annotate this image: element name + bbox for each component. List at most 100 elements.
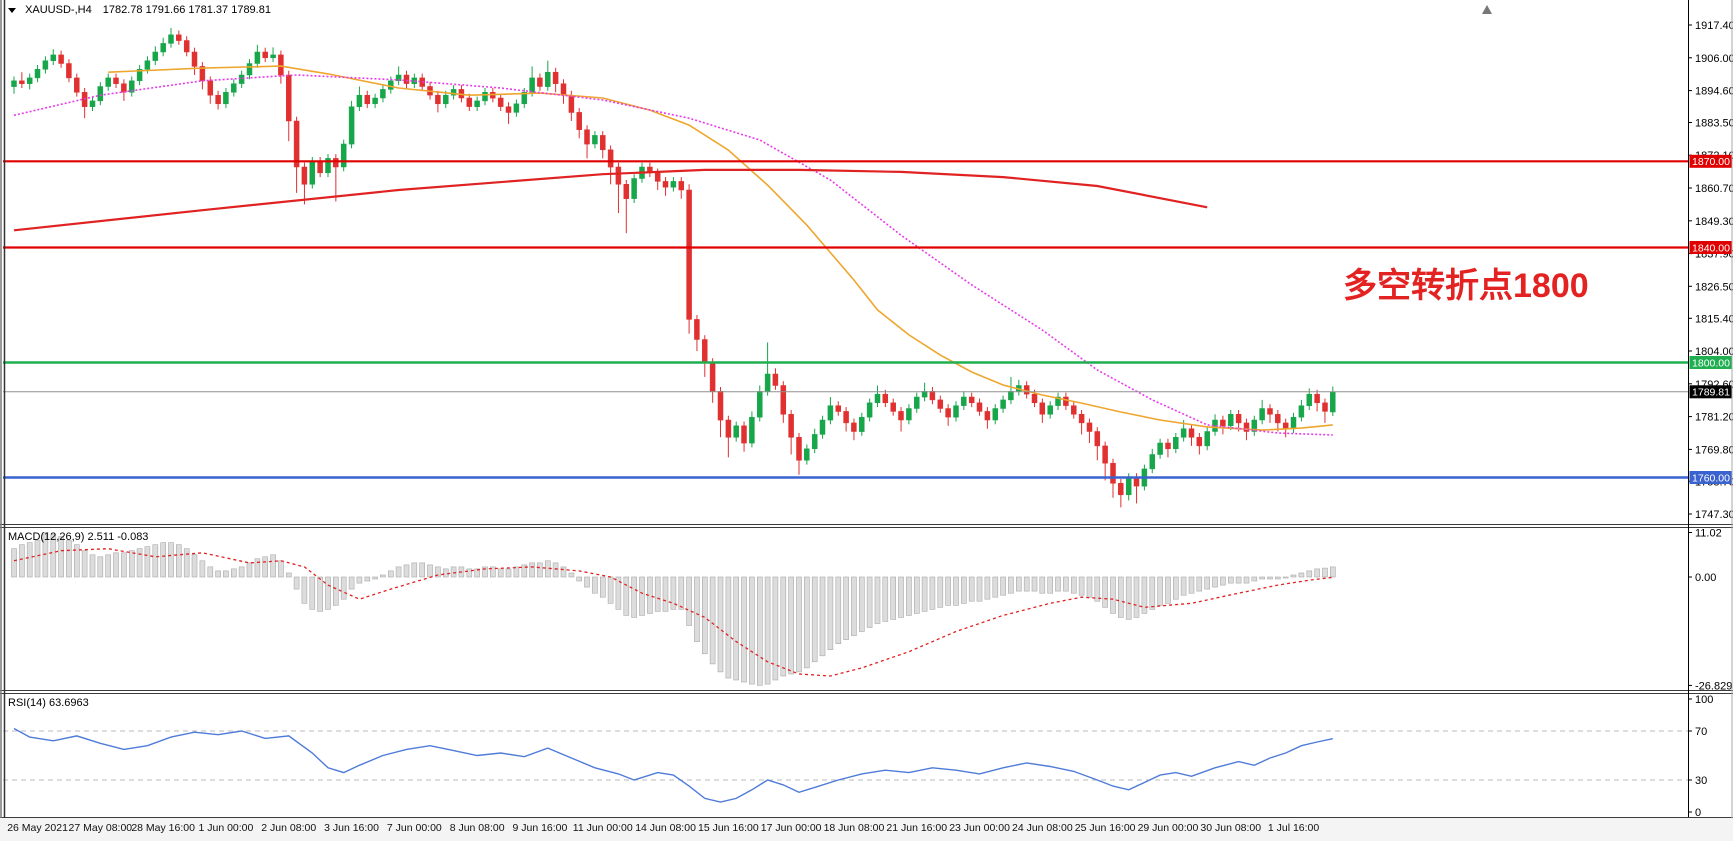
macd-bar	[199, 560, 206, 578]
candle	[1290, 416, 1297, 429]
candle	[537, 77, 543, 87]
price-tick-label: 1883.50	[1695, 118, 1733, 130]
time-label: 17 Jun 00:00	[760, 822, 822, 834]
candle	[66, 63, 72, 79]
ma-mid-magenta	[13, 74, 1333, 436]
candle	[1298, 405, 1305, 418]
macd-bar	[152, 544, 159, 578]
candle	[246, 63, 253, 76]
price-tick-label: 1917.40	[1695, 20, 1733, 32]
price-line-label	[1689, 471, 1733, 484]
candle	[129, 80, 135, 93]
candle	[403, 74, 410, 84]
candle	[866, 402, 873, 418]
price-tick-label: 1747.30	[1695, 509, 1733, 521]
time-label: 26 May 2021	[7, 822, 68, 834]
candle	[207, 80, 214, 96]
rsi-tick-label: 0	[1695, 807, 1701, 819]
candle	[388, 80, 394, 90]
candle	[199, 66, 206, 82]
macd-bar	[160, 542, 166, 578]
candle	[906, 408, 912, 421]
macd-bar	[568, 572, 575, 578]
macd-bar	[97, 556, 104, 578]
candle	[992, 408, 999, 421]
candle	[654, 172, 661, 182]
candle	[882, 393, 889, 404]
macd-panel[interactable]: 11.02 0.00 -26.829	[11, 528, 1733, 693]
candle	[482, 92, 488, 102]
candle	[835, 405, 842, 412]
price-tick-label: 1815.40	[1695, 313, 1733, 325]
macd-bar	[81, 550, 88, 578]
candle	[1314, 393, 1320, 404]
rsi-indicator-label: RSI(14) 63.6963	[8, 697, 89, 709]
candle	[1235, 414, 1242, 424]
time-label: 2 Jun 08:00	[261, 822, 317, 834]
macd-bar	[1204, 576, 1210, 590]
macd-bar	[827, 576, 834, 650]
time-label: 24 Jun 08:00	[1011, 822, 1073, 834]
price-line-label	[1689, 356, 1733, 369]
macd-bar	[984, 576, 991, 600]
candle	[238, 74, 245, 84]
macd-bar	[788, 576, 794, 675]
macd-bar	[560, 566, 567, 578]
macd-bar	[552, 562, 559, 578]
macd-bar	[960, 576, 967, 604]
time-label: 23 Jun 00:00	[949, 822, 1010, 834]
candle	[1149, 454, 1156, 470]
candle	[395, 74, 402, 82]
candle	[529, 77, 535, 93]
macd-bar	[772, 576, 779, 681]
macd-bar	[639, 576, 645, 616]
macd-bar	[843, 576, 849, 640]
time-label: 25 Jun 16:00	[1074, 822, 1136, 834]
candle	[1071, 405, 1077, 415]
price-tick-label: 1826.50	[1695, 281, 1733, 293]
candle	[937, 399, 944, 409]
macd-bar	[835, 576, 842, 644]
time-axis[interactable]: 26 May 2021 27 May 08:00 28 May 16:00 1 Jun…	[0, 818, 1733, 841]
candle	[725, 419, 732, 438]
candle	[293, 120, 300, 168]
candle	[1063, 396, 1069, 406]
macd-bar	[42, 532, 49, 578]
candle	[1118, 483, 1124, 496]
symbol-dropdown-icon[interactable]	[8, 7, 16, 13]
time-label: 21 Jun 16:00	[886, 822, 948, 834]
candle	[270, 54, 276, 59]
rsi-panel[interactable]: 100 70 30 0	[3, 694, 1713, 819]
macd-bar	[144, 546, 151, 578]
symbol-ohlc-line: XAUUSD-,H4 1782.78 1791.66 1781.37 1789.…	[8, 4, 271, 16]
candle	[262, 51, 268, 59]
macd-bar	[89, 554, 96, 578]
macd-bar	[678, 576, 685, 610]
macd-bar	[584, 576, 590, 588]
macd-bar	[489, 566, 496, 578]
macd-bar	[223, 570, 229, 578]
candle	[772, 373, 779, 386]
candle	[19, 80, 25, 84]
candle	[733, 425, 739, 438]
candle	[254, 51, 261, 64]
candle	[231, 83, 237, 93]
macd-bar	[34, 540, 41, 578]
macd-bar	[482, 566, 488, 578]
macd-bar	[207, 566, 214, 578]
macd-bar	[749, 576, 755, 685]
candle	[670, 181, 677, 188]
macd-bar	[74, 544, 80, 578]
macd-bar	[364, 576, 371, 582]
macd-bar	[631, 576, 637, 618]
price-tick-label: 1769.80	[1695, 444, 1733, 456]
price-axis[interactable]: 1917.401906.001894.601883.501872.101860.…	[1688, 20, 1733, 521]
candle	[1220, 419, 1226, 427]
candle	[89, 100, 96, 107]
horizontal-lines-layer[interactable]: 1870.00 1840.00 1800.00 1760.00 1789.81	[3, 154, 1733, 485]
candle	[780, 385, 787, 415]
macd-bar	[1015, 576, 1022, 592]
macd-bar	[576, 576, 583, 582]
